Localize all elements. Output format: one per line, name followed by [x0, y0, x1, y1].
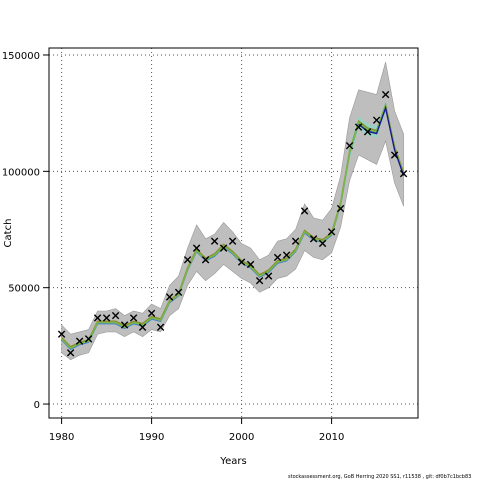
- observed-point: [201, 256, 210, 264]
- observed-point: [354, 123, 363, 131]
- observed-point: [327, 228, 336, 236]
- observed-point: [192, 244, 201, 252]
- x-axis-title: Years: [219, 456, 246, 467]
- observed-point: [120, 321, 129, 329]
- observed-point: [174, 288, 183, 297]
- observed-point: [228, 237, 237, 245]
- confidence-band-area: [61, 61, 404, 361]
- x-tick-label: 2010: [319, 432, 344, 443]
- observed-point: [93, 314, 102, 322]
- observed-point: [129, 314, 138, 322]
- observed-point: [210, 237, 219, 245]
- observed-point: [336, 204, 345, 213]
- observed-catch-markers: [57, 90, 408, 357]
- observed-point: [399, 169, 408, 178]
- observed-point: [282, 251, 291, 259]
- y-tick-label: 50000: [8, 284, 40, 295]
- observed-point: [273, 253, 282, 262]
- observed-point: [246, 260, 255, 269]
- observed-point: [75, 337, 84, 345]
- observed-point: [165, 293, 174, 301]
- x-tick-label: 1990: [139, 432, 164, 443]
- confidence-band: [61, 61, 404, 361]
- estimate-lines: [61, 102, 405, 351]
- observed-point: [147, 309, 156, 317]
- observed-point: [318, 239, 327, 248]
- observed-point: [102, 314, 111, 322]
- y-axis-title: Catch: [3, 219, 14, 248]
- observed-point: [363, 128, 372, 136]
- observed-point: [390, 151, 399, 159]
- observed-point: [237, 258, 246, 266]
- axes: 1980 1990 2000 2010 0 50000 100000 150000: [2, 51, 345, 443]
- observed-point: [138, 323, 147, 331]
- observed-point: [309, 235, 318, 243]
- y-tick-label: 100000: [2, 167, 40, 178]
- observed-point: [66, 349, 75, 357]
- observed-point: [345, 142, 354, 150]
- estimate-line-green: [61, 103, 405, 350]
- observed-point: [291, 237, 300, 245]
- observed-point: [57, 330, 66, 338]
- observed-point: [381, 90, 390, 99]
- observed-point: [300, 207, 309, 215]
- observed-point: [183, 256, 192, 264]
- y-tick-label: 150000: [2, 51, 40, 62]
- observed-point: [255, 277, 264, 285]
- observed-point: [111, 311, 120, 320]
- plot-frame: [48, 47, 419, 419]
- footer-caption: stockassessment.org, GoB Herring 2020 SS…: [288, 474, 472, 480]
- y-tick-label: 0: [34, 400, 40, 411]
- x-tick-label: 2000: [229, 432, 254, 443]
- observed-point: [219, 244, 228, 252]
- observed-point: [264, 272, 273, 280]
- x-tick-label: 1980: [49, 432, 74, 443]
- observed-point: [156, 323, 165, 331]
- observed-point: [84, 335, 93, 343]
- observed-point: [372, 116, 381, 124]
